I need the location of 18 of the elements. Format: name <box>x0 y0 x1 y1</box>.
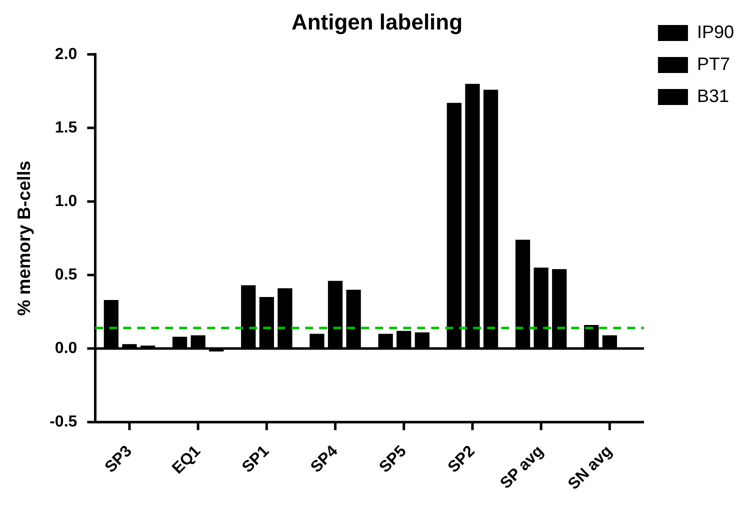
x-tick-label: SP avg <box>497 442 548 492</box>
y-tick-label: 0.5 <box>54 266 78 284</box>
x-tick-label: SP3 <box>102 442 136 476</box>
legend-label: PT7 <box>696 54 730 74</box>
x-tick-label: SP5 <box>376 442 410 476</box>
legend-label: IP90 <box>696 22 734 42</box>
y-tick-label: 1.5 <box>54 119 78 136</box>
y-tick-label: 2.0 <box>54 46 78 63</box>
x-tick-label: SP1 <box>239 442 273 476</box>
x-tick-label: SP2 <box>445 442 478 476</box>
y-tick-label: 1.0 <box>54 192 78 210</box>
x-tick-label: SN avg <box>565 442 616 494</box>
chart-title: Antigen labeling <box>291 9 463 34</box>
y-axis-title: % memory B-cells <box>14 160 34 316</box>
x-tick-label: SP4 <box>308 442 342 476</box>
y-tick-label: 0.0 <box>54 340 78 357</box>
y-tick-label: -0.5 <box>50 413 78 430</box>
legend-label: B31 <box>696 86 730 106</box>
